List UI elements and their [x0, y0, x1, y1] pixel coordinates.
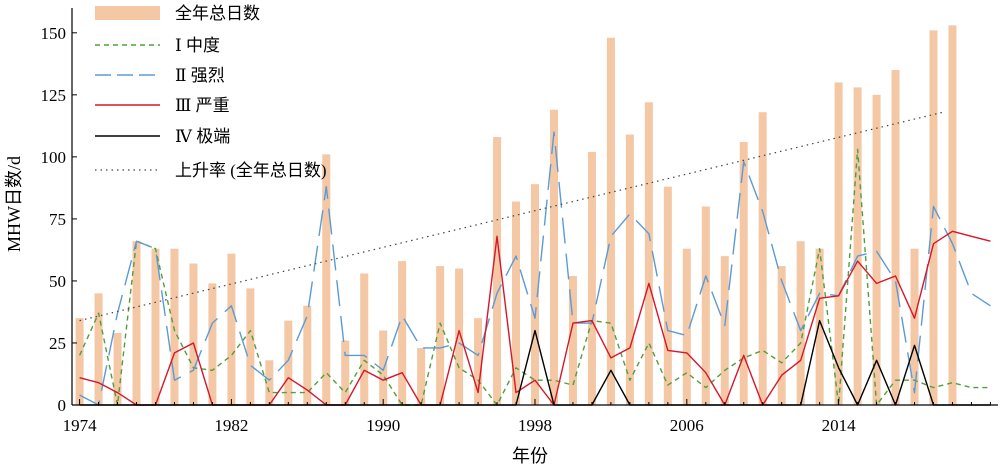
y-tick-label-50: 50	[49, 272, 66, 291]
bar-2010	[758, 112, 767, 406]
legend-label-4: Ⅳ 极端	[175, 127, 230, 146]
bar-1980	[189, 263, 198, 405]
bar-2003	[625, 134, 634, 405]
x-tick-label-1974: 1974	[63, 416, 98, 435]
bar-2009	[739, 141, 748, 406]
bar-1975	[94, 293, 103, 405]
bar-2008	[720, 256, 729, 405]
bar-1987	[322, 154, 331, 405]
bar-1979	[170, 248, 179, 405]
bar-series	[75, 25, 957, 406]
y-tick-label-125: 125	[41, 86, 67, 105]
bar-1993	[436, 266, 445, 405]
y-axis-label: MHW日数/d	[4, 156, 24, 252]
legend-swatch-bar	[95, 6, 160, 20]
bar-1996	[493, 137, 502, 405]
bar-2007	[701, 206, 710, 405]
bar-1974	[75, 318, 84, 405]
bar-1983	[246, 288, 255, 405]
bar-1976	[113, 333, 122, 405]
bar-1992	[417, 347, 426, 405]
bar-1977	[132, 241, 141, 405]
legend-label-0: 全年总日数	[175, 4, 260, 23]
y-tick-label-0: 0	[58, 396, 67, 415]
legend-label-2: Ⅱ 强烈	[175, 66, 225, 85]
bar-2016	[872, 94, 881, 405]
x-axis-label: 年份	[512, 446, 548, 466]
bar-2004	[644, 102, 653, 405]
bar-1998	[531, 184, 539, 405]
axes: 0 25 50 75 100 125 150 1974 1982 1990 1998 2006 2014	[41, 8, 998, 435]
bar-1999	[549, 109, 558, 405]
bar-2001	[587, 151, 596, 405]
bar-2017	[891, 70, 900, 405]
bar-2006	[682, 248, 691, 405]
bar-2019	[929, 30, 938, 406]
y-tick-label-100: 100	[41, 148, 67, 167]
bar-1990	[379, 330, 388, 405]
bar-1985	[284, 320, 293, 405]
bar-1988	[341, 340, 350, 405]
bar-2018	[910, 248, 919, 405]
y-tick-label-150: 150	[41, 24, 67, 43]
bar-2002	[606, 37, 615, 406]
legend-label-5: 上升率 (全年总日数)	[175, 161, 327, 180]
bar-1978	[151, 248, 160, 405]
bar-1986	[303, 305, 312, 405]
bar-2013	[815, 248, 824, 405]
bar-2014	[834, 82, 843, 405]
legend-label-3: Ⅲ 严重	[175, 96, 230, 115]
bar-1997	[512, 201, 521, 405]
y-tick-label-25: 25	[49, 334, 66, 353]
x-tick-label-1990: 1990	[366, 416, 400, 435]
y-tick-label-75: 75	[49, 210, 66, 229]
bar-2000	[568, 275, 577, 405]
bar-2012	[796, 241, 805, 405]
x-tick-label-1982: 1982	[214, 416, 248, 435]
bar-1982	[227, 253, 236, 405]
bar-1994	[455, 268, 464, 405]
bar-1995	[474, 318, 483, 405]
bar-1981	[208, 283, 217, 405]
bar-1989	[360, 273, 369, 405]
x-tick-label-1998: 1998	[518, 416, 552, 435]
x-tick-label-2006: 2006	[670, 416, 704, 435]
bar-2015	[853, 87, 862, 406]
legend-label-1: Ⅰ 中度	[175, 36, 220, 55]
x-tick-label-2014: 2014	[822, 416, 857, 435]
bar-2005	[663, 186, 672, 405]
bar-2011	[777, 266, 786, 405]
bar-2020	[948, 25, 957, 406]
bar-1984	[265, 360, 274, 405]
bar-1991	[398, 261, 407, 405]
